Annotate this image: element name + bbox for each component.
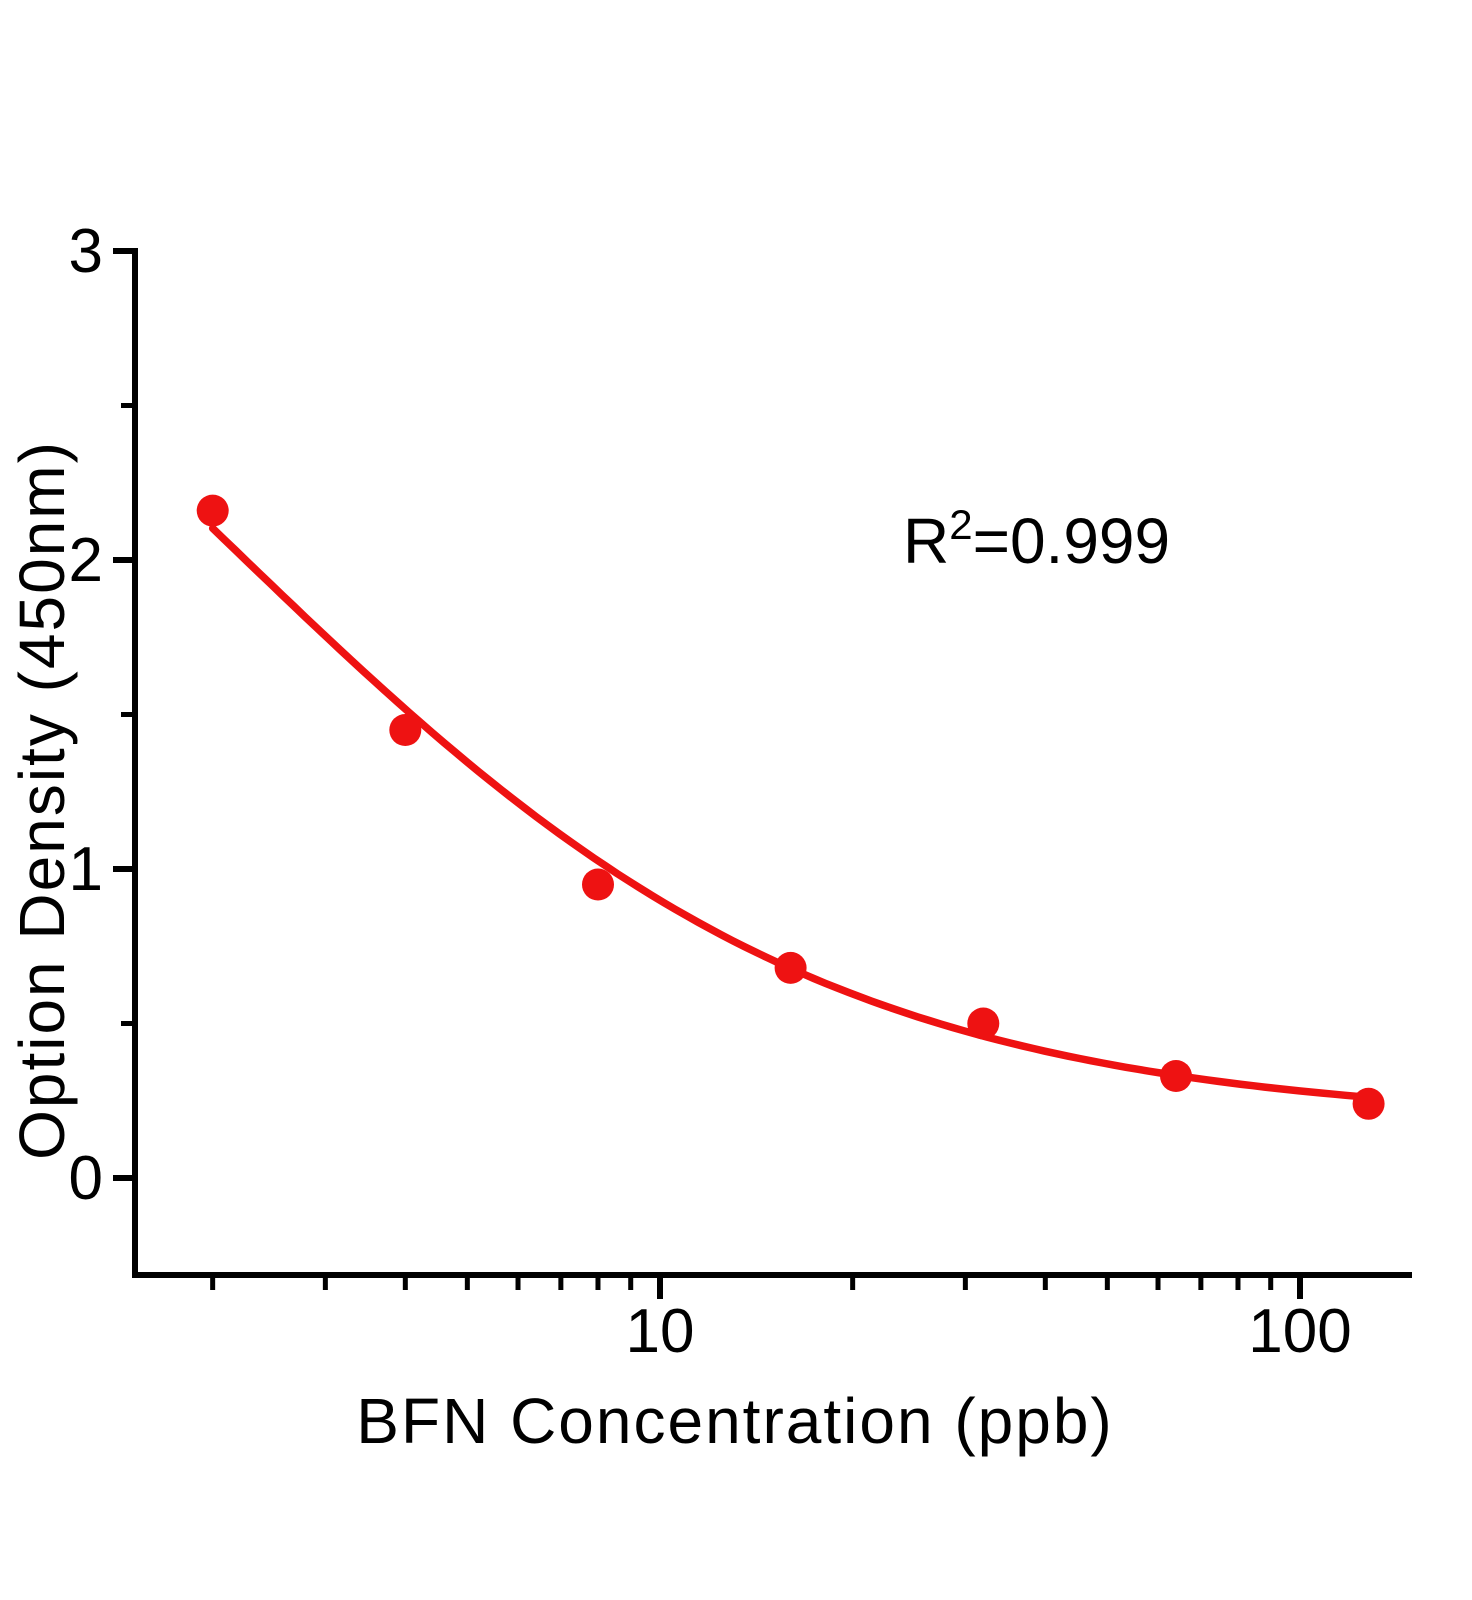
r-squared-annotation: R2=0.999 (903, 501, 1171, 578)
y-tick-label-0: 0 (69, 1144, 103, 1213)
y-tick-label-1: 1 (69, 835, 103, 904)
data-point-x2 (196, 494, 229, 527)
data-point-x16 (774, 951, 807, 984)
r-squared-exponent: 2 (949, 501, 973, 548)
data-point-x8 (582, 868, 614, 901)
data-point-x64 (1160, 1060, 1192, 1092)
data-point-x32 (967, 1007, 1000, 1040)
x-axis-title: BFN Concentration (ppb) (356, 1385, 1114, 1457)
x-tick-label-10: 10 (626, 1297, 695, 1366)
y-tick-label-3: 3 (69, 217, 103, 286)
x-tick-label-100: 100 (1248, 1297, 1351, 1366)
r-squared-value: =0.999 (972, 505, 1171, 577)
r-squared-base: R (903, 505, 950, 577)
data-point-x128 (1352, 1087, 1385, 1120)
data-point-x4 (389, 714, 422, 746)
y-tick-label-2: 2 (69, 526, 103, 595)
y-axis-title: Option Density (450nm) (6, 440, 78, 1160)
fit-curve (208, 524, 1373, 1101)
